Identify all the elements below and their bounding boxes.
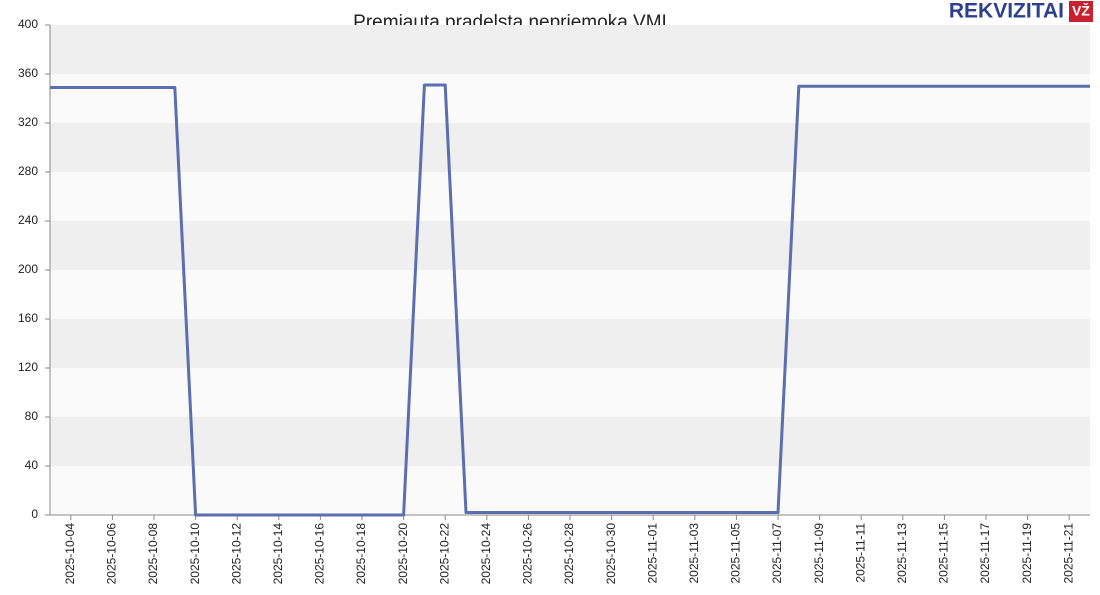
grid-band [50, 319, 1090, 368]
x-tick-label: 2025-11-15 [937, 523, 951, 584]
grid-band [50, 74, 1090, 123]
grid-band [50, 466, 1090, 515]
x-tick-label: 2025-11-07 [770, 523, 784, 584]
y-tick-label: 80 [25, 409, 39, 423]
y-tick-label: 360 [18, 66, 38, 80]
x-tick-label: 2025-10-14 [271, 523, 285, 585]
y-tick-label: 400 [18, 17, 38, 31]
x-tick-label: 2025-11-21 [1061, 523, 1075, 584]
logo-badge-bg [1069, 1, 1093, 22]
x-tick-label: 2025-10-28 [562, 523, 576, 585]
x-tick-label: 2025-11-01 [645, 523, 659, 584]
x-tick-label: 2025-10-22 [437, 523, 451, 585]
x-tick-label: 2025-10-30 [604, 523, 618, 585]
x-tick-label: 2025-10-26 [521, 523, 535, 585]
x-tick-label: 2025-10-10 [188, 523, 202, 585]
y-tick-label: 200 [18, 262, 38, 276]
grid-band [50, 270, 1090, 319]
y-tick-label: 120 [18, 360, 38, 374]
grid-band [50, 417, 1090, 466]
x-tick-label: 2025-10-06 [105, 523, 119, 585]
x-tick-label: 2025-11-05 [729, 523, 743, 584]
y-tick-label: 240 [18, 213, 38, 227]
y-tick-label: 320 [18, 115, 38, 129]
grid-band [50, 221, 1090, 270]
series-line [50, 83, 1090, 517]
y-tick-label: 0 [31, 507, 38, 521]
x-tick-label: 2025-10-18 [354, 523, 368, 585]
x-tick-label: 2025-10-24 [479, 523, 493, 585]
y-tick-label: 160 [18, 311, 38, 325]
x-tick-label: 2025-11-11 [853, 523, 867, 583]
logo-badge: VŽ [1072, 2, 1090, 19]
x-tick-label: 2025-11-03 [687, 523, 701, 584]
logo-text: REKVIZITAI [949, 0, 1064, 23]
grid-band [50, 25, 1090, 74]
x-tick-label: 2025-11-13 [895, 523, 909, 584]
grid-band [50, 172, 1090, 221]
x-tick-label: 2025-11-17 [978, 523, 992, 584]
grid-band [50, 368, 1090, 417]
x-tick-label: 2025-11-19 [1020, 523, 1034, 584]
y-tick-label: 280 [18, 164, 38, 178]
x-tick-label: 2025-10-08 [146, 523, 160, 585]
grid-band [50, 123, 1090, 172]
x-tick-label: 2025-11-09 [812, 523, 826, 584]
x-tick-label: 2025-10-04 [63, 523, 77, 585]
x-tick-label: 2025-10-20 [396, 523, 410, 585]
x-tick-label: 2025-10-16 [313, 523, 327, 585]
x-tick-label: 2025-10-12 [229, 523, 243, 585]
y-tick-label: 40 [25, 458, 39, 472]
